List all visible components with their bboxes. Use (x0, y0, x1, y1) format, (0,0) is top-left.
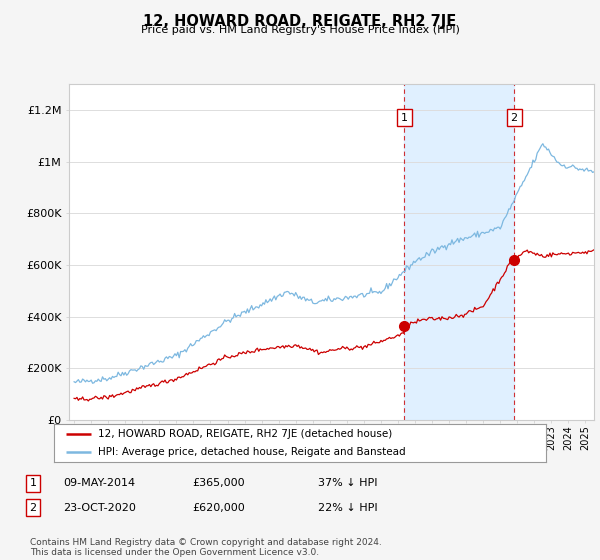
Text: HPI: Average price, detached house, Reigate and Banstead: HPI: Average price, detached house, Reig… (98, 447, 406, 458)
Text: 23-OCT-2020: 23-OCT-2020 (63, 503, 136, 513)
Text: Price paid vs. HM Land Registry's House Price Index (HPI): Price paid vs. HM Land Registry's House … (140, 25, 460, 35)
Text: 09-MAY-2014: 09-MAY-2014 (63, 478, 135, 488)
Text: £620,000: £620,000 (192, 503, 245, 513)
Text: 1: 1 (29, 478, 37, 488)
Text: £365,000: £365,000 (192, 478, 245, 488)
Text: 22% ↓ HPI: 22% ↓ HPI (318, 503, 377, 513)
Text: 1: 1 (401, 113, 407, 123)
Text: 12, HOWARD ROAD, REIGATE, RH2 7JE (detached house): 12, HOWARD ROAD, REIGATE, RH2 7JE (detac… (98, 429, 392, 439)
Text: 2: 2 (511, 113, 518, 123)
Text: 12, HOWARD ROAD, REIGATE, RH2 7JE: 12, HOWARD ROAD, REIGATE, RH2 7JE (143, 14, 457, 29)
Text: Contains HM Land Registry data © Crown copyright and database right 2024.
This d: Contains HM Land Registry data © Crown c… (30, 538, 382, 557)
Bar (404, 84, 514, 420)
Text: 37% ↓ HPI: 37% ↓ HPI (318, 478, 377, 488)
Text: 2: 2 (29, 503, 37, 513)
